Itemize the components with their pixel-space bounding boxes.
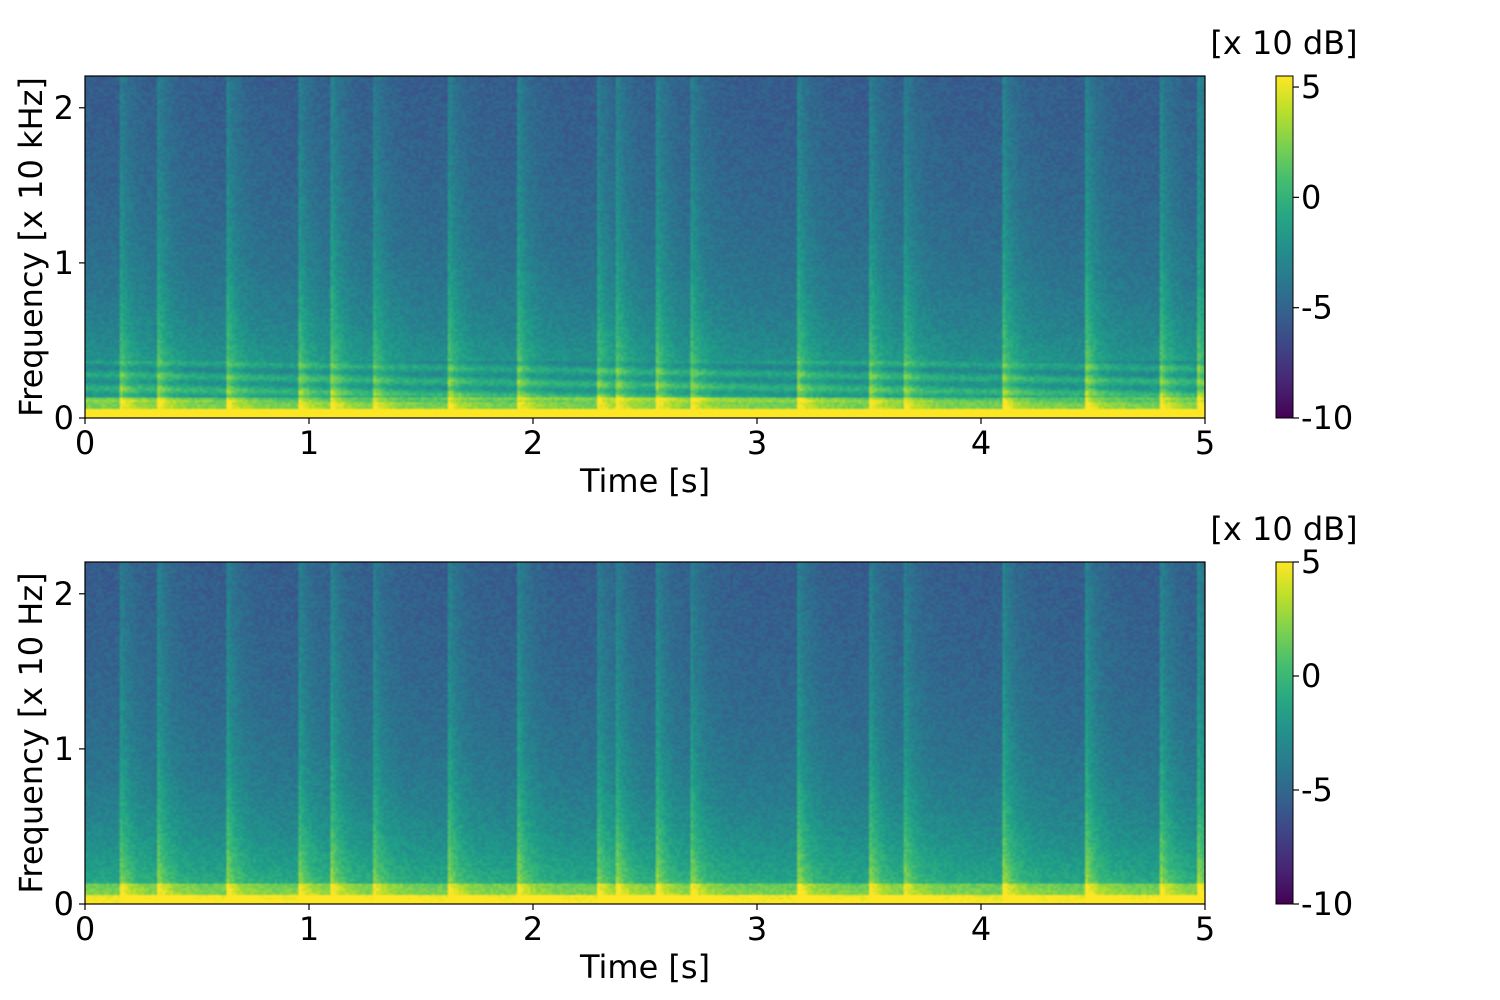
- x-axis-ticks-top: 0 1 2 3 4 5: [75, 418, 1215, 462]
- colorbar-tick-label: 0: [1301, 657, 1321, 695]
- colorbar-ticks-top: 5 0 -5 -10: [1293, 68, 1353, 437]
- colorbar-ticks-bottom: 5 0 -5 -10: [1293, 543, 1353, 923]
- y-axis-label-top: Frequency [x 10 kHz]: [12, 77, 50, 417]
- x-tick-label: 5: [1195, 910, 1215, 948]
- y-axis-label-bottom: Frequency [x 10 Hz]: [12, 572, 50, 893]
- y-axis-ticks-top: 0 1 2: [54, 89, 85, 437]
- colorbar-unit-label-bottom: [x 10 dB]: [1210, 510, 1357, 548]
- colorbar-tick-label: 5: [1301, 543, 1321, 581]
- y-tick-label: 0: [54, 885, 74, 923]
- y-tick-label: 2: [54, 89, 74, 127]
- colorbar-tick-label: -5: [1301, 289, 1333, 327]
- plot-frame-top: [84, 75, 1206, 419]
- spectrogram-panel-top: 0 1 2 3 4 5 0 1 2 Time [s] Frequency [x 10 kHz]…: [12, 24, 1358, 500]
- colorbar-bottom: [1275, 561, 1294, 905]
- colorbar-tick-label: -10: [1301, 885, 1353, 923]
- x-tick-label: 3: [747, 424, 767, 462]
- x-axis-ticks-bottom: 0 1 2 3 4 5: [75, 904, 1215, 948]
- x-tick-label: 0: [75, 910, 95, 948]
- y-tick-label: 0: [54, 399, 74, 437]
- x-tick-label: 3: [747, 910, 767, 948]
- x-tick-label: 1: [299, 910, 319, 948]
- spectrogram-image: [85, 76, 1205, 418]
- x-axis-label-top: Time [s]: [579, 462, 710, 500]
- x-axis-label-bottom: Time [s]: [579, 948, 710, 986]
- y-axis-ticks-bottom: 0 1 2: [54, 575, 85, 923]
- x-tick-label: 4: [971, 910, 991, 948]
- colorbar-unit-label-top: [x 10 dB]: [1210, 24, 1357, 62]
- x-tick-label: 2: [523, 910, 543, 948]
- colorbar-top: [1275, 75, 1294, 419]
- colorbar-tick-label: 0: [1301, 178, 1321, 216]
- x-tick-label: 0: [75, 424, 95, 462]
- colorbar-tick-label: -5: [1301, 771, 1333, 809]
- spectrogram-image: [85, 562, 1205, 904]
- colorbar-tick-label: 5: [1301, 68, 1321, 106]
- spectrogram-heatmap-top: [85, 76, 1205, 418]
- x-tick-label: 4: [971, 424, 991, 462]
- spectrogram-heatmap-bottom: [85, 562, 1205, 904]
- x-tick-label: 2: [523, 424, 543, 462]
- y-tick-label: 1: [54, 730, 74, 768]
- colorbar-tick-label: -10: [1301, 399, 1353, 437]
- plot-frame-bottom: [84, 561, 1206, 905]
- x-tick-label: 1: [299, 424, 319, 462]
- x-tick-label: 5: [1195, 424, 1215, 462]
- y-tick-label: 1: [54, 244, 74, 282]
- y-tick-label: 2: [54, 575, 74, 613]
